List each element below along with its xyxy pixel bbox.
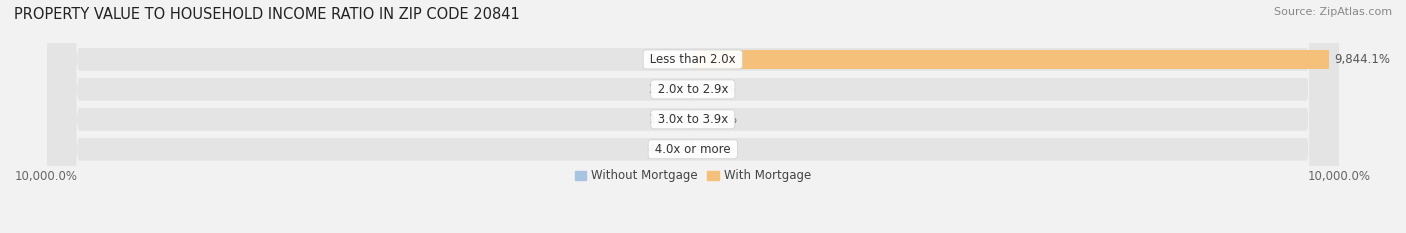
FancyBboxPatch shape — [46, 0, 1339, 233]
Text: 9,844.1%: 9,844.1% — [1334, 53, 1391, 66]
Bar — [690, 140, 693, 159]
Text: 29.0%: 29.0% — [648, 83, 686, 96]
Bar — [693, 50, 1329, 69]
Text: 11.5%: 11.5% — [650, 53, 688, 66]
Bar — [693, 110, 695, 129]
Text: 30.3%: 30.3% — [700, 113, 737, 126]
Text: Less than 2.0x: Less than 2.0x — [647, 53, 740, 66]
Text: 3.0x to 3.9x: 3.0x to 3.9x — [654, 113, 731, 126]
Text: 2.0x to 2.9x: 2.0x to 2.9x — [654, 83, 733, 96]
Text: 4.0x or more: 4.0x or more — [651, 143, 734, 156]
FancyBboxPatch shape — [46, 0, 1339, 233]
FancyBboxPatch shape — [46, 0, 1339, 233]
Legend: Without Mortgage, With Mortgage: Without Mortgage, With Mortgage — [569, 164, 815, 187]
Text: 16.4%: 16.4% — [699, 143, 737, 156]
Bar — [690, 80, 693, 99]
Text: Source: ZipAtlas.com: Source: ZipAtlas.com — [1274, 7, 1392, 17]
FancyBboxPatch shape — [46, 0, 1339, 233]
Text: 17.7%: 17.7% — [650, 113, 686, 126]
Text: PROPERTY VALUE TO HOUSEHOLD INCOME RATIO IN ZIP CODE 20841: PROPERTY VALUE TO HOUSEHOLD INCOME RATIO… — [14, 7, 520, 22]
Text: 13.4%: 13.4% — [699, 83, 737, 96]
Text: 41.8%: 41.8% — [648, 143, 685, 156]
